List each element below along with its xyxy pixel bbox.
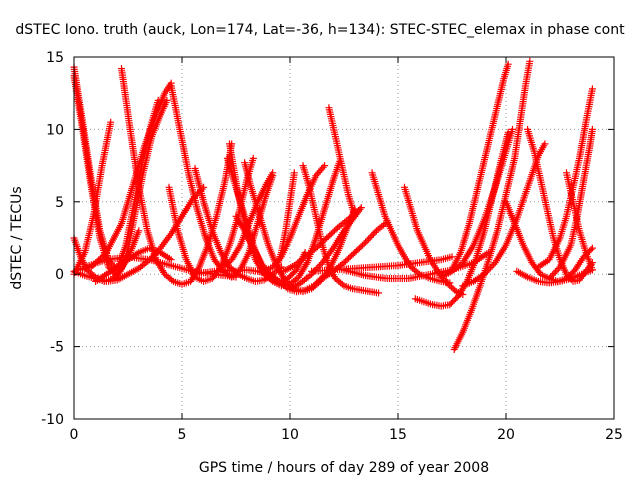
y-tick-label: 15 [46,50,64,66]
plus-marks [450,57,534,353]
plus-marks [81,253,240,281]
data-points [70,57,596,353]
y-tick-label: -10 [41,412,64,428]
plot-frame [73,56,615,420]
y-tick-label: 0 [55,267,64,283]
plus-marks [524,125,596,285]
y-tick-label: -5 [50,340,64,356]
x-axis-label: GPS time / hours of day 289 of year 2008 [199,460,489,476]
chart-title: dSTEC Iono. truth (auck, Lon=174, Lat=-3… [15,22,625,38]
series-track [81,253,240,281]
plus-marks [232,212,326,296]
series-track [318,218,391,282]
y-axis-label: dSTEC / TECUs [9,186,25,289]
y-tick-label: 10 [46,122,64,138]
x-tick-label: 10 [281,427,299,443]
x-tick-label: 0 [70,427,79,443]
plus-marks [437,125,516,281]
x-axis: 0 5 10 15 20 25 [70,57,623,443]
series-track [534,85,596,271]
plus-marks [513,266,596,287]
plus-marks [325,104,359,220]
plus-marks [534,85,596,271]
plus-marks [318,218,391,282]
series-track [450,57,534,353]
series-track [524,125,596,285]
series-track [513,266,596,287]
series-track [280,208,361,275]
x-tick-label: 20 [497,427,515,443]
x-tick-label: 25 [605,427,623,443]
plus-marks [280,208,361,275]
x-tick-label: 5 [178,427,187,443]
series-track [325,104,359,220]
plus-marks [545,125,596,282]
plus-marks [74,79,175,274]
series-track [232,212,326,296]
y-tick-label: 5 [55,195,64,211]
y-axis: -10 -5 0 5 10 15 [41,50,614,428]
series-track [74,79,175,274]
x-tick-label: 15 [389,427,407,443]
series-track [437,125,516,281]
series-track [545,125,596,282]
